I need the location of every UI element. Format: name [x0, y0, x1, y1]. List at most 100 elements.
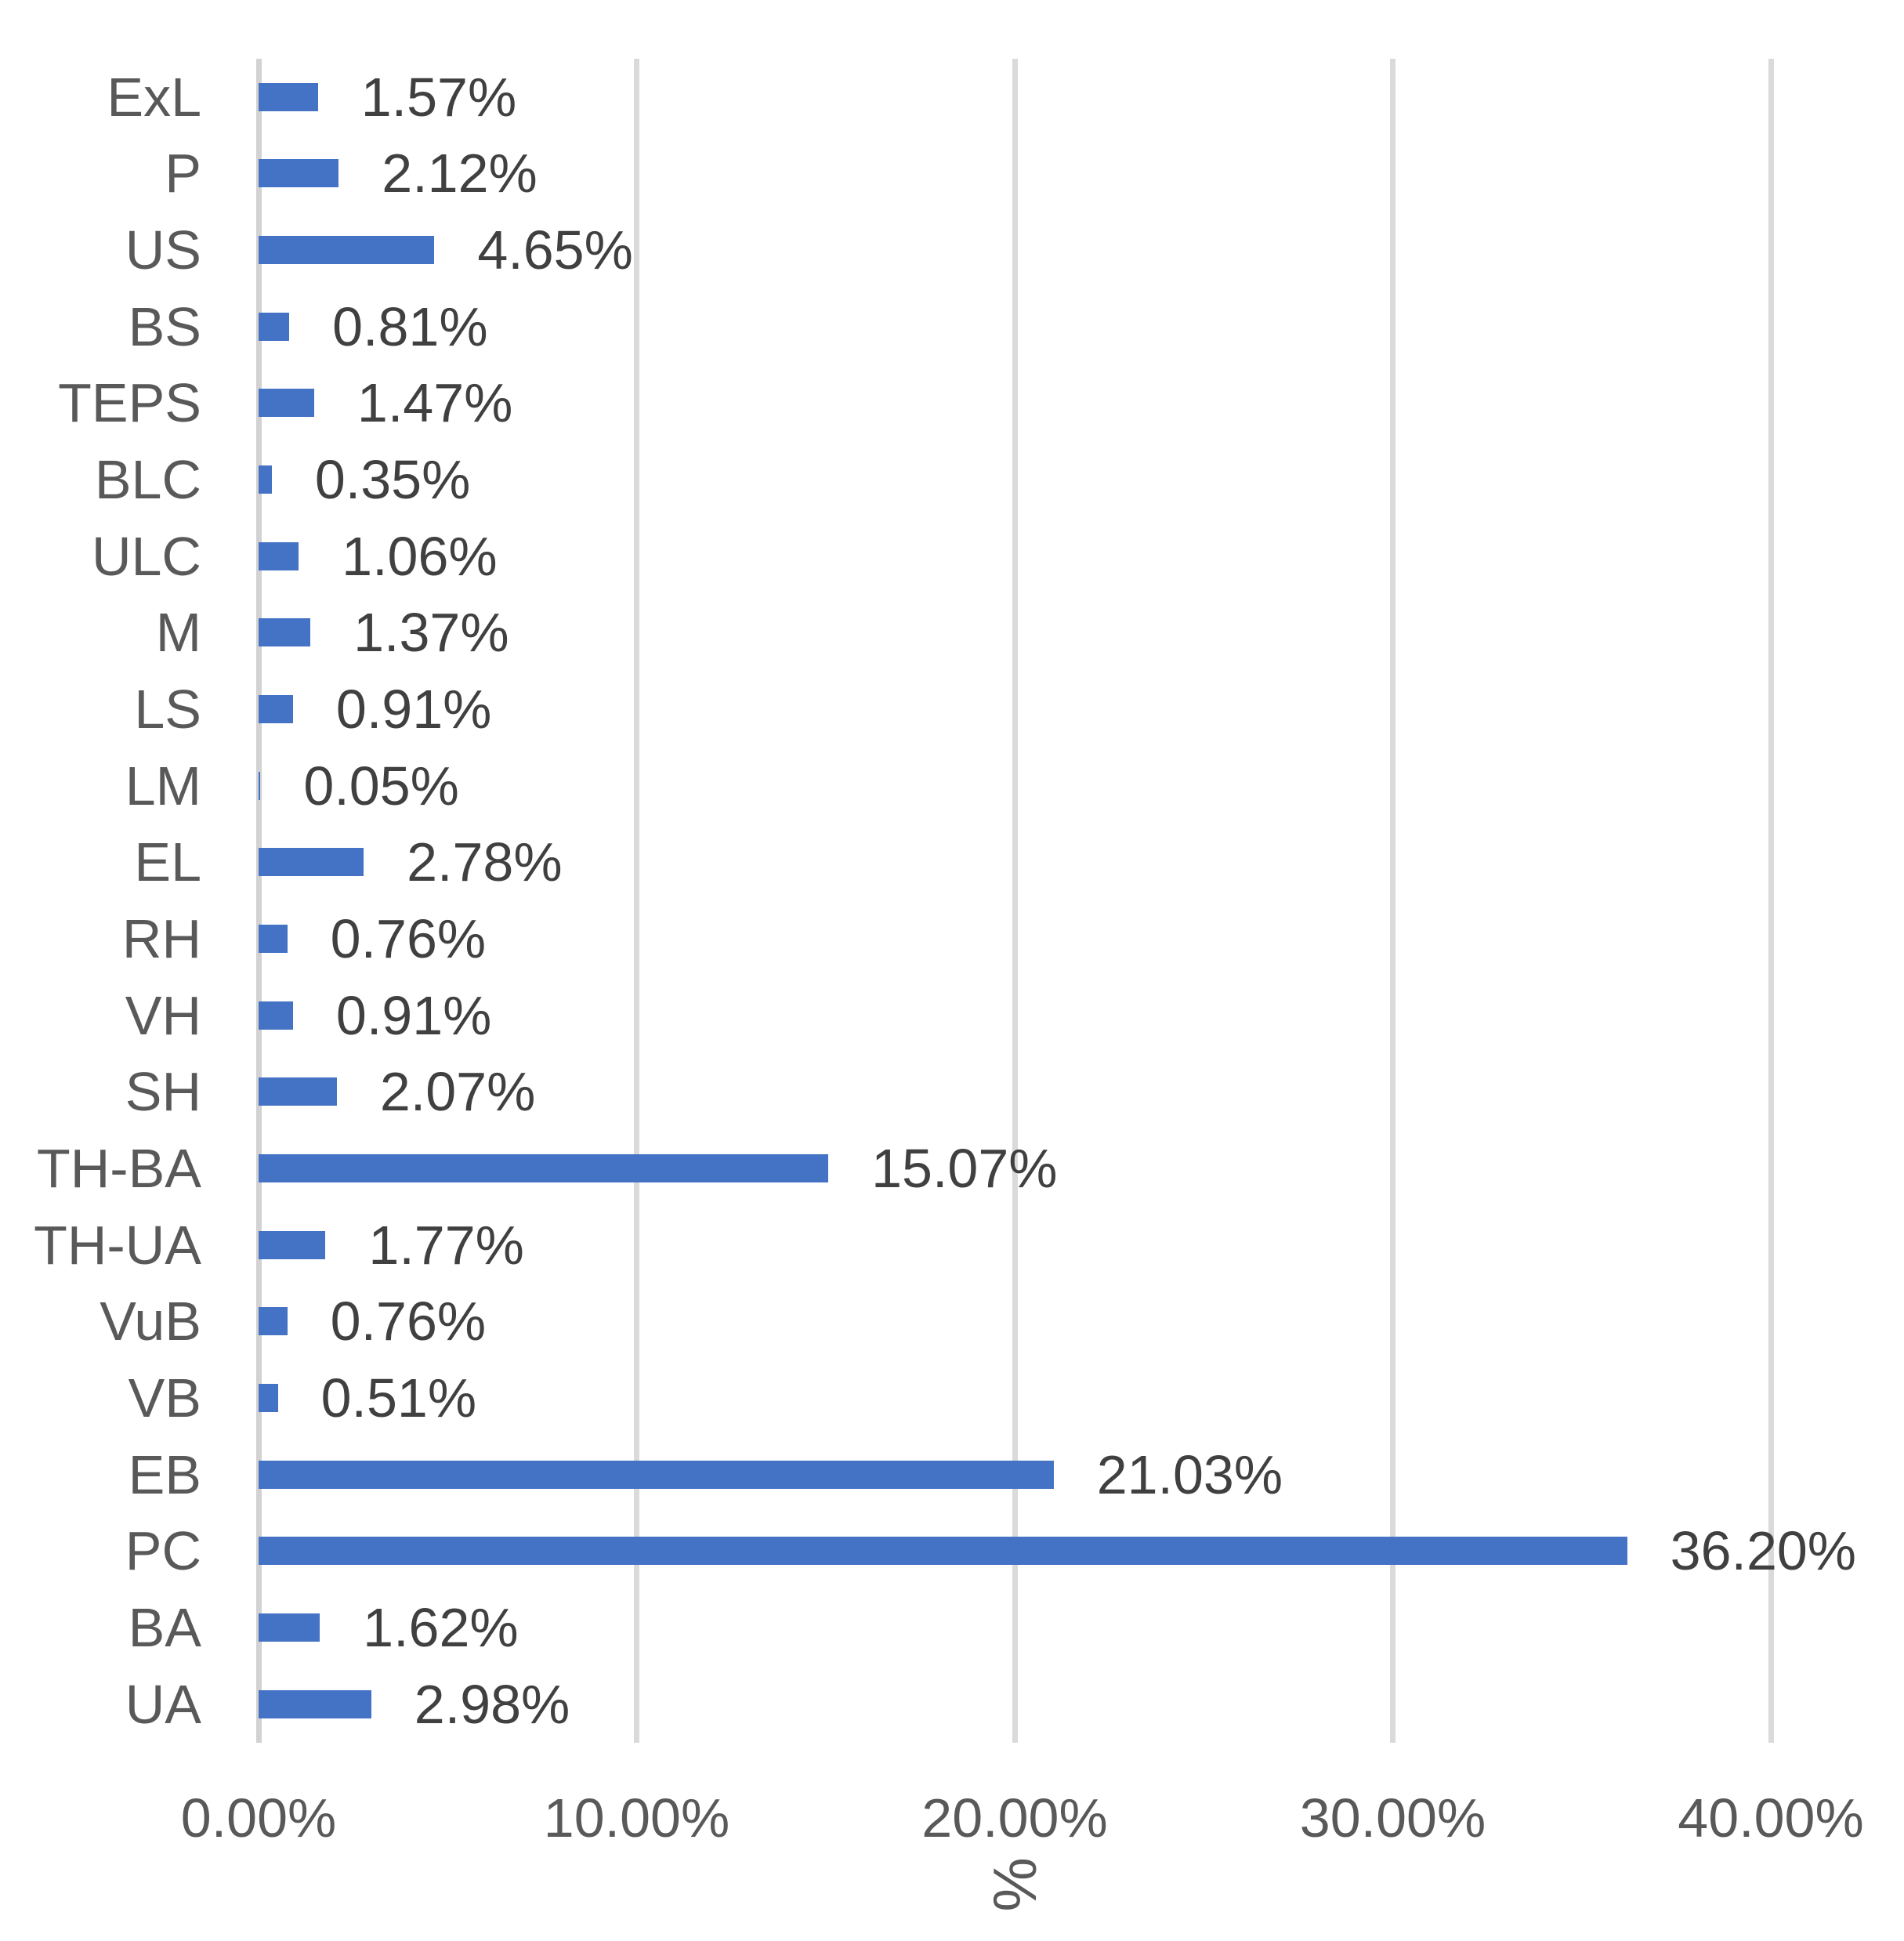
bar — [259, 541, 299, 570]
category-label: SH — [125, 1061, 201, 1123]
bar — [259, 1613, 320, 1642]
bar-row: ExL 1.57% — [0, 59, 1904, 136]
x-tick-label: 30.00% — [1299, 1787, 1486, 1849]
value-label: 0.81% — [332, 295, 488, 357]
bar — [259, 389, 314, 418]
bar — [259, 925, 288, 954]
category-label: UA — [125, 1673, 201, 1735]
value-label: 4.65% — [477, 219, 633, 281]
value-label: 2.12% — [382, 143, 538, 205]
value-label: 1.57% — [360, 66, 517, 128]
bar — [259, 618, 311, 647]
bar — [259, 312, 290, 341]
bar — [259, 771, 261, 800]
bar — [259, 695, 293, 724]
value-label: 0.05% — [303, 755, 459, 817]
bar-row: SH 2.07% — [0, 1054, 1904, 1131]
category-label: ExL — [107, 66, 201, 128]
value-label: 2.07% — [379, 1061, 536, 1123]
bar — [259, 159, 339, 188]
x-tick-label: 0.00% — [180, 1787, 337, 1849]
category-label: BS — [128, 295, 201, 357]
value-label: 1.77% — [368, 1214, 524, 1276]
bar-row: VB 0.51% — [0, 1360, 1904, 1436]
bar-row: RH 0.76% — [0, 900, 1904, 977]
bar-row: VuB 0.76% — [0, 1284, 1904, 1360]
bar — [259, 1460, 1054, 1489]
bar-row: EB 21.03% — [0, 1436, 1904, 1513]
gridline — [1012, 59, 1018, 1743]
bar-row: EL 2.78% — [0, 824, 1904, 901]
x-tick-label: 40.00% — [1678, 1787, 1864, 1849]
y-axis-line — [255, 59, 262, 1743]
value-label: 0.35% — [314, 449, 471, 511]
bar — [259, 1001, 293, 1030]
category-label: EB — [128, 1443, 201, 1505]
gridline — [1390, 59, 1395, 1743]
category-label: EL — [134, 831, 201, 893]
category-label: RH — [121, 908, 201, 970]
value-label: 0.91% — [335, 984, 492, 1046]
bar-row: BS 0.81% — [0, 288, 1904, 365]
bar-row: PC 36.20% — [0, 1513, 1904, 1590]
bar — [259, 1154, 829, 1183]
bar — [259, 1537, 1627, 1566]
bar — [259, 1689, 371, 1718]
category-label: LS — [134, 679, 201, 741]
x-axis-title: % — [980, 1857, 1049, 1912]
bar-row: UA 2.98% — [0, 1666, 1904, 1743]
value-label: 1.06% — [342, 525, 498, 587]
value-label: 2.78% — [407, 831, 563, 893]
bar-row: LS 0.91% — [0, 671, 1904, 748]
bar-row: TH-UA 1.77% — [0, 1207, 1904, 1284]
bar-row: BLC 0.35% — [0, 441, 1904, 518]
bar-row: US 4.65% — [0, 212, 1904, 288]
bar — [259, 848, 364, 877]
value-label: 36.20% — [1670, 1520, 1857, 1582]
category-label: P — [165, 143, 201, 205]
value-label: 2.98% — [414, 1673, 570, 1735]
bar-row: LM 0.05% — [0, 748, 1904, 824]
bar — [259, 1384, 278, 1413]
category-label: LM — [125, 755, 201, 817]
value-label: 0.51% — [320, 1367, 477, 1429]
value-label: 21.03% — [1096, 1443, 1283, 1505]
value-label: 0.76% — [330, 908, 487, 970]
value-label: 15.07% — [871, 1138, 1058, 1200]
x-tick-label: 10.00% — [543, 1787, 730, 1849]
category-label: VB — [128, 1367, 201, 1429]
category-label: M — [155, 602, 201, 664]
category-label: BLC — [94, 449, 201, 511]
category-label: TEPS — [58, 372, 201, 434]
bar-row: TEPS 1.47% — [0, 365, 1904, 442]
value-label: 1.37% — [353, 602, 509, 664]
category-label: ULC — [91, 525, 201, 587]
bar — [259, 465, 272, 494]
category-label: US — [125, 219, 201, 281]
bar-row: VH 0.91% — [0, 977, 1904, 1054]
bar-row: TH-BA 15.07% — [0, 1130, 1904, 1207]
category-label: BA — [128, 1597, 201, 1659]
bar — [259, 1230, 326, 1259]
value-label: 0.91% — [335, 679, 492, 741]
category-label: TH-BA — [37, 1138, 201, 1200]
bar — [259, 236, 435, 265]
x-tick-label: 20.00% — [921, 1787, 1108, 1849]
bar — [259, 1077, 337, 1106]
value-label: 1.47% — [357, 372, 513, 434]
category-label: VuB — [100, 1291, 201, 1353]
category-label: TH-UA — [34, 1214, 201, 1276]
gridline — [1768, 59, 1774, 1743]
bar — [259, 82, 318, 111]
bar-row: BA 1.62% — [0, 1589, 1904, 1666]
bar-row: M 1.37% — [0, 595, 1904, 672]
gridline — [634, 59, 639, 1743]
value-label: 1.62% — [363, 1597, 519, 1659]
bar-row: P 2.12% — [0, 136, 1904, 212]
value-label: 0.76% — [330, 1291, 487, 1353]
category-label: VH — [125, 984, 201, 1046]
category-label: PC — [125, 1520, 201, 1582]
bar-row: ULC 1.06% — [0, 518, 1904, 595]
bar — [259, 1307, 288, 1336]
